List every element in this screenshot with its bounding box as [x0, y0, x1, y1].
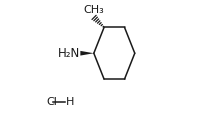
- Polygon shape: [80, 51, 94, 56]
- Text: H₂N: H₂N: [58, 47, 80, 60]
- Text: CH₃: CH₃: [83, 5, 104, 15]
- Text: Cl: Cl: [46, 97, 57, 107]
- Text: H: H: [66, 97, 75, 107]
